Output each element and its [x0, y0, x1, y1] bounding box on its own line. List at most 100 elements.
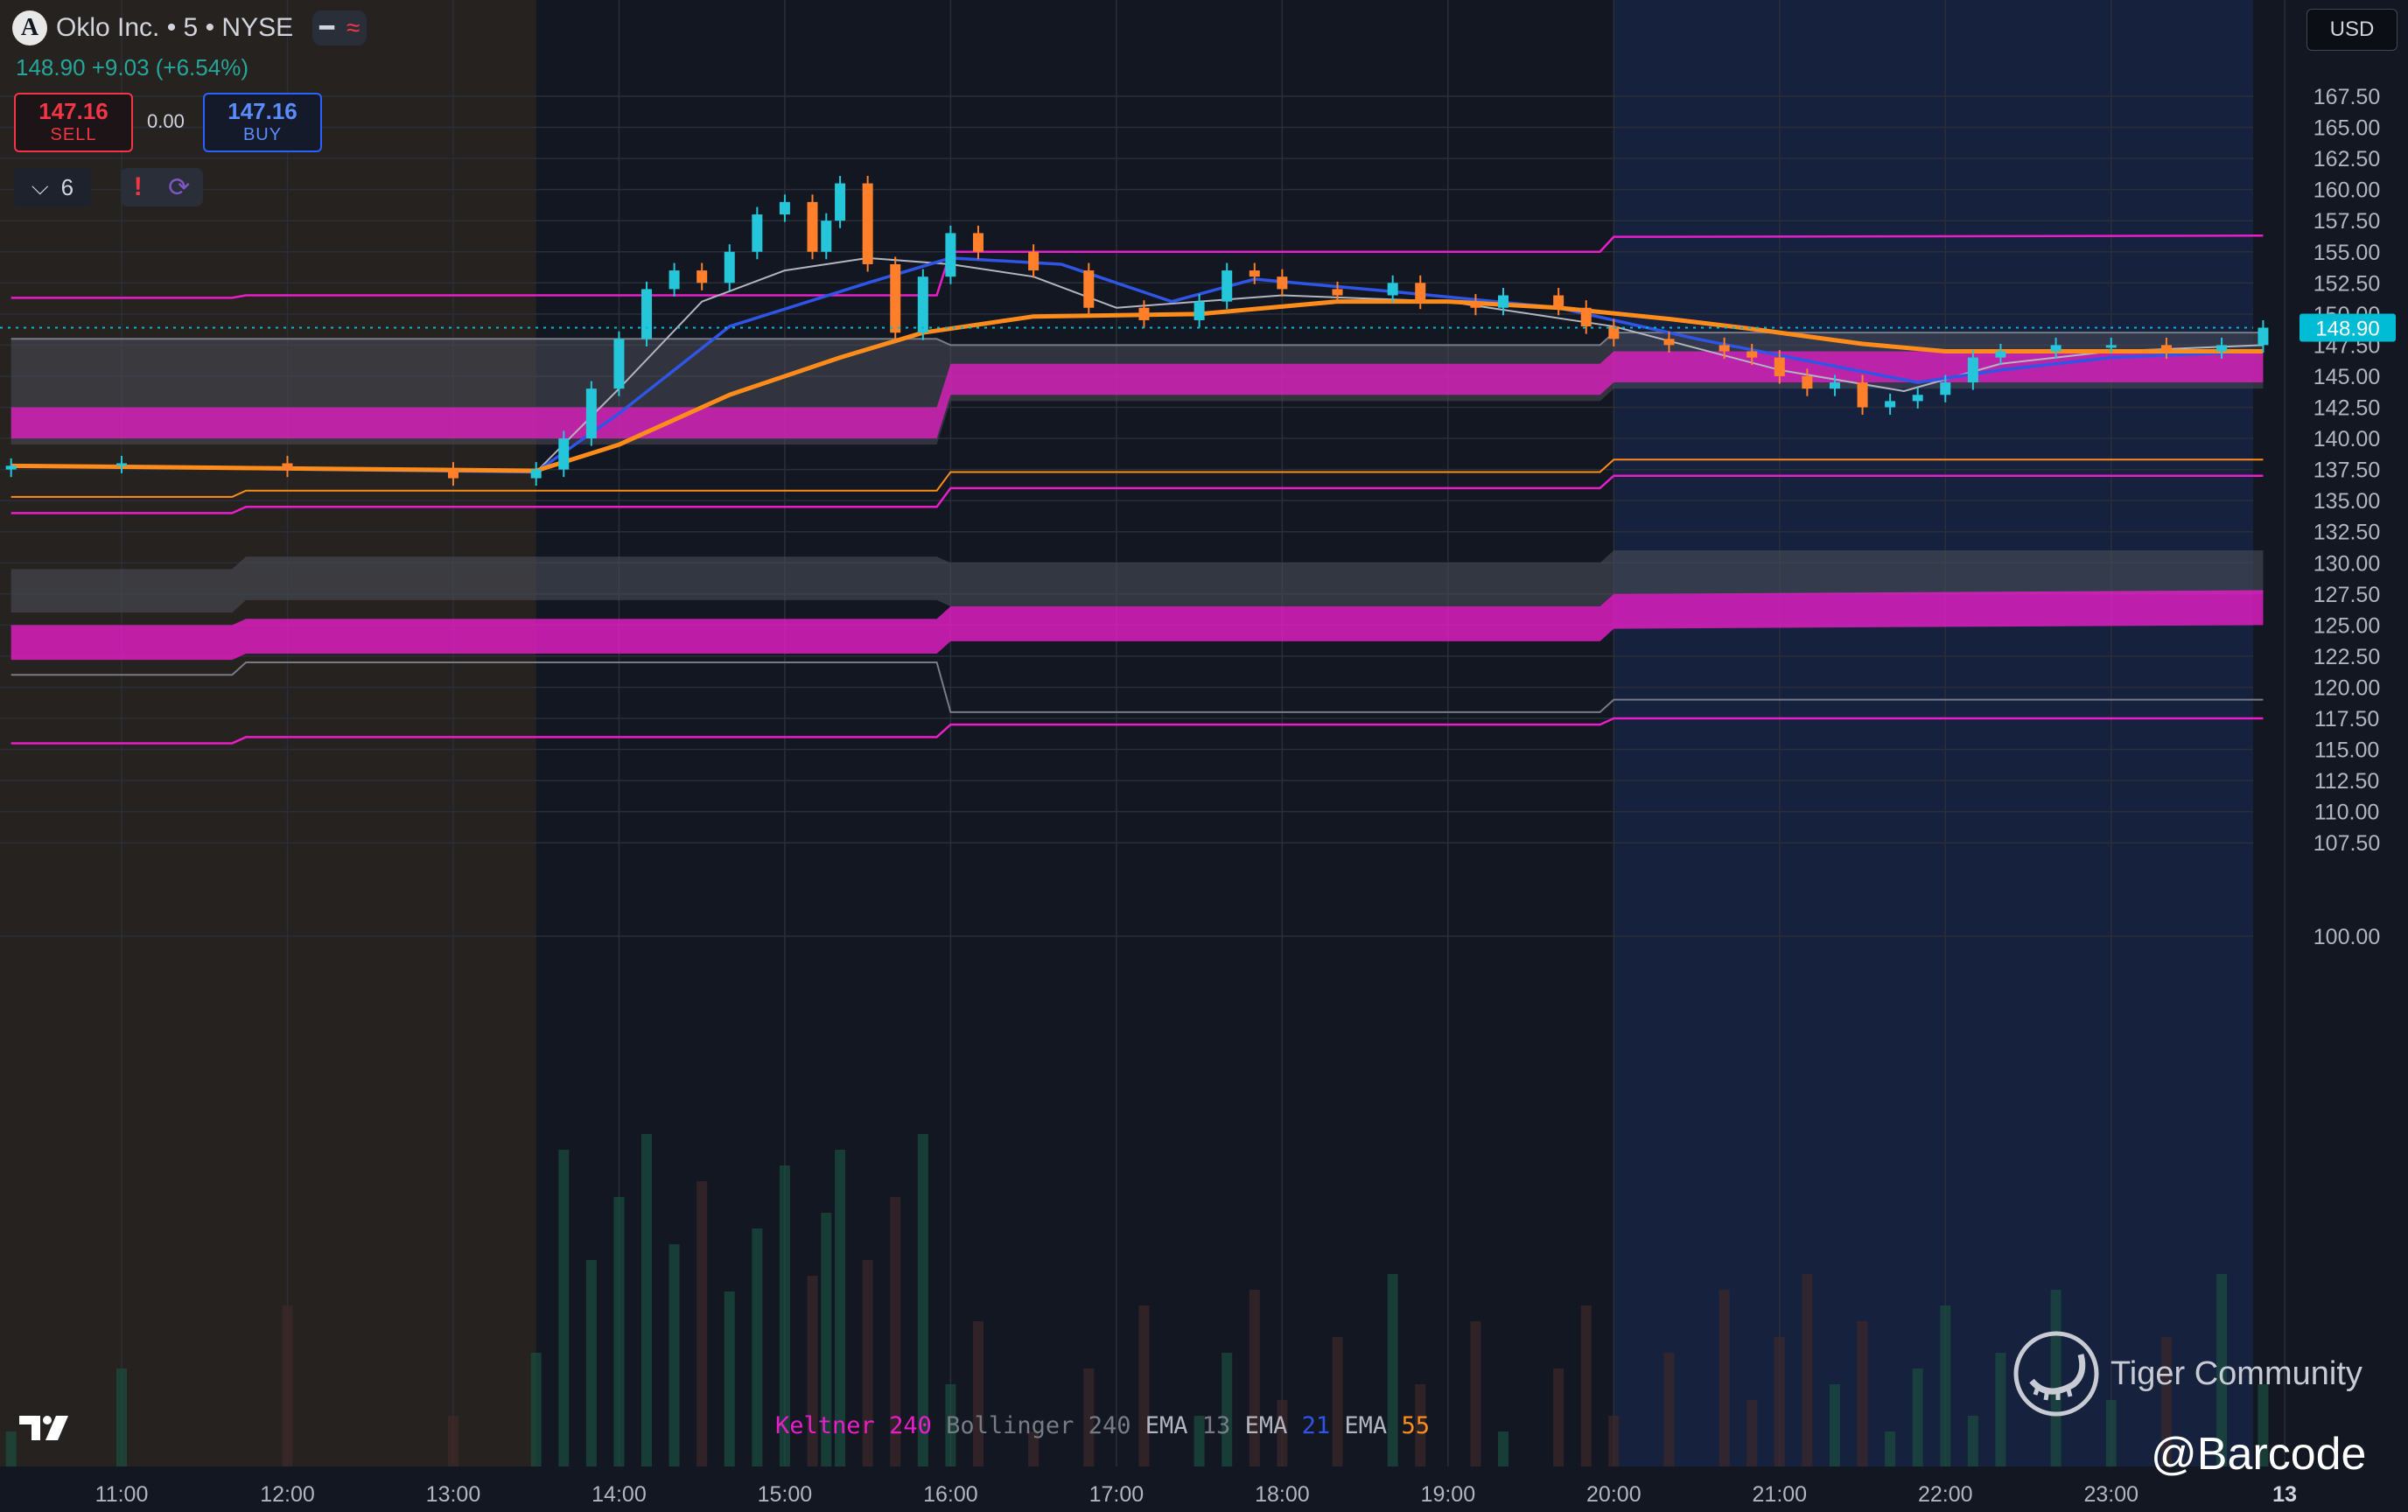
legend-ema-13[interactable]: EMA [1144, 1412, 1188, 1439]
volume-bar [1580, 1306, 1592, 1466]
candle-body [558, 438, 570, 470]
volume-bar [917, 1134, 928, 1466]
candle-body [696, 270, 708, 284]
buy-label: BUY [242, 125, 283, 144]
legend-ema-21[interactable]: EMA [1244, 1412, 1288, 1439]
volume-bar [530, 1353, 542, 1466]
candle-body [1663, 339, 1675, 346]
candle-body [2216, 345, 2228, 352]
legend-ema-55[interactable]: EMA [1344, 1412, 1388, 1439]
sell-button[interactable]: 147.16 SELL [14, 93, 133, 152]
collapse-icon[interactable]: ━ [319, 14, 334, 41]
time-tick-label: 13 [2272, 1482, 2297, 1507]
candle-body [1967, 357, 1978, 383]
volume-bar [1995, 1353, 2006, 1466]
volume-bar [558, 1150, 570, 1466]
warning-icon[interactable]: ! [133, 172, 143, 201]
buy-price: 147.16 [228, 98, 298, 124]
volume-bar [752, 1228, 763, 1466]
bollinger-bottom-line [10, 662, 2264, 713]
refresh-icon[interactable]: ⟳ [168, 172, 191, 202]
last-price-tag-text: 148.90 [2315, 317, 2379, 340]
candle-body [641, 289, 653, 340]
volume-bar [668, 1244, 680, 1466]
price-tick-label: 120.00 [2314, 676, 2380, 700]
time-axis[interactable]: 11:00 12:00 13:00 14:00 15:00 16:00 17:00 18:00… [95, 1482, 2297, 1507]
volume-bar [2105, 1400, 2117, 1466]
legend-bollinger[interactable]: Bollinger [946, 1412, 1074, 1439]
time-tick-label: 14:00 [592, 1482, 647, 1507]
volume-bar [1028, 1432, 1040, 1466]
indicators-toggle-button[interactable]: ⌵ 6 [14, 168, 91, 206]
symbol-title[interactable]: Oklo Inc. • 5 • NYSE [56, 13, 294, 42]
volume-bar [1857, 1321, 1868, 1466]
time-tick-label: 20:00 [1586, 1482, 1642, 1507]
candle-body [1774, 357, 1785, 376]
time-tick-label: 11:00 [95, 1482, 149, 1507]
volume-bar [972, 1321, 984, 1466]
price-tick-label: 132.50 [2314, 521, 2380, 545]
candlestick-series [5, 176, 2269, 486]
spread-value: 0.00 [147, 110, 185, 132]
legend-bollinger-length: 240 [1088, 1412, 1131, 1439]
volume-bar [835, 1150, 846, 1466]
buy-button[interactable]: 147.16 BUY [203, 93, 322, 152]
price-tick-label: 140.00 [2314, 427, 2380, 452]
volume-bar [5, 1432, 17, 1466]
indicator-count: 6 [60, 173, 74, 200]
price-tick-label: 165.00 [2314, 116, 2380, 141]
candle-body [945, 233, 956, 277]
volume-bar [807, 1276, 818, 1466]
volume-bar [862, 1260, 873, 1466]
price-tick-label: 100.00 [2314, 925, 2380, 949]
price-tick-label: 110.00 [2314, 801, 2380, 825]
keltner-lower-line [10, 474, 2264, 514]
watermark-text: Tiger Community [2110, 1354, 2362, 1392]
price-tick-label: 130.00 [2314, 551, 2380, 576]
tradingview-logo-icon[interactable] [18, 1410, 74, 1446]
currency-selector[interactable]: USD [2306, 9, 2398, 51]
header-buttons: ━ ≈ [312, 10, 368, 46]
candle-body [530, 469, 542, 479]
tiger-community-watermark: Tiger Community [2012, 1330, 2362, 1418]
volume-bar [1249, 1290, 1260, 1466]
time-axis-panel [0, 1466, 2408, 1512]
volume-bar [1967, 1416, 1978, 1466]
price-tick-label: 115.00 [2314, 738, 2380, 763]
tiger-logo-icon [2013, 1331, 2099, 1417]
candle-body [1415, 283, 1426, 302]
price-tick-label: 162.50 [2314, 147, 2380, 172]
volume-bar [2160, 1337, 2172, 1466]
volume-bar [1138, 1306, 1150, 1466]
candle-body [752, 214, 763, 252]
volume-bar [585, 1260, 597, 1466]
candle-body [890, 263, 901, 333]
candle-body [2160, 345, 2172, 352]
candle-body [1194, 301, 1205, 320]
price-tick-label: 160.00 [2314, 178, 2380, 203]
price-tick-label: 142.50 [2314, 396, 2380, 421]
candle-body [779, 201, 790, 215]
volume-bar [641, 1134, 653, 1466]
time-tick-label: 21:00 [1753, 1482, 1808, 1507]
last-price-tag-bg [2300, 313, 2396, 342]
candle-body [1580, 307, 1592, 327]
candle-body [1912, 395, 1923, 402]
volume-bar [1774, 1337, 1785, 1466]
compare-wave-icon[interactable]: ≈ [346, 14, 360, 41]
indicator-legend: Keltner 240 Bollinger 240 EMA 13 EMA 21 … [775, 1412, 1430, 1439]
price-tick-label: 125.00 [2314, 613, 2380, 638]
price-tick-label: 152.50 [2314, 271, 2380, 296]
keltner-bottom-line [10, 717, 2264, 745]
volume-bar [1222, 1353, 1233, 1466]
price-tick-label: 135.00 [2314, 489, 2380, 514]
volume-bar [1332, 1337, 1343, 1466]
volume-bar [1608, 1416, 1620, 1466]
candle-body [862, 183, 873, 264]
price-tick-label: 127.50 [2314, 583, 2380, 607]
volume-bar [2258, 1384, 2269, 1466]
bollinger-lower-fill [10, 550, 2264, 613]
candle-body [1222, 270, 1233, 302]
legend-keltner[interactable]: Keltner [775, 1412, 875, 1439]
